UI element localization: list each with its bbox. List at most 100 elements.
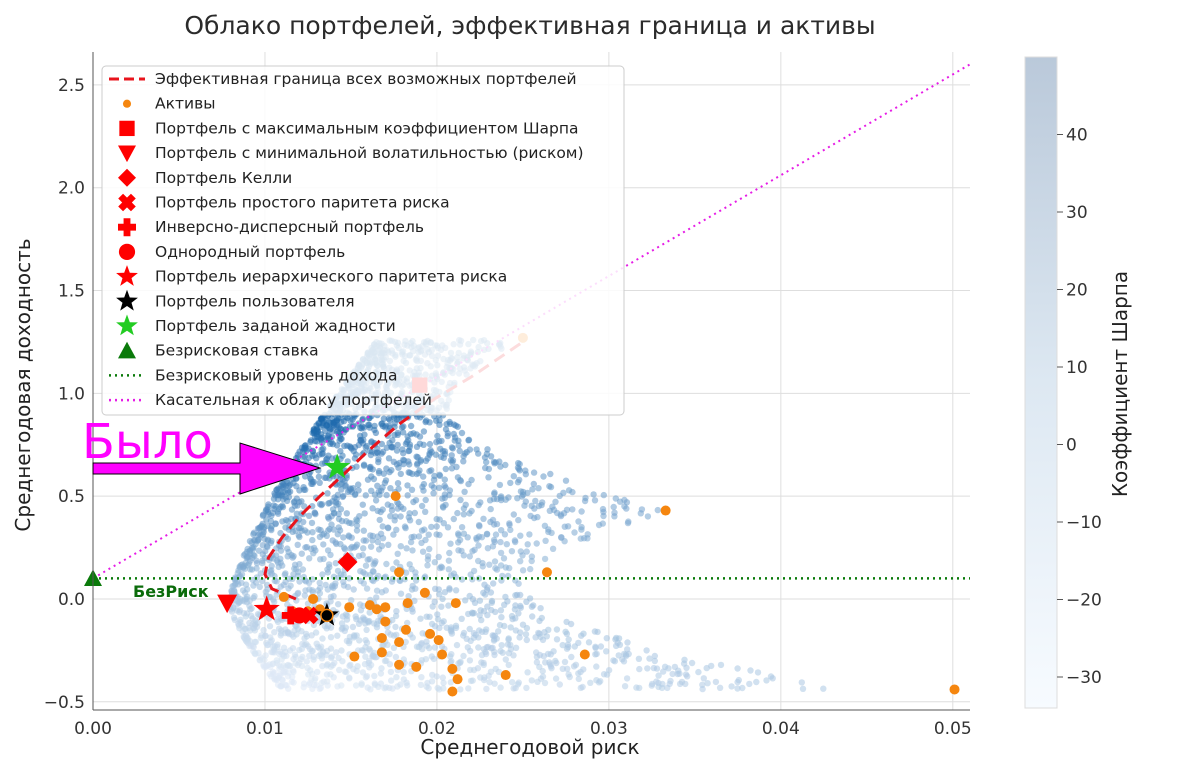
cloud-point	[383, 444, 390, 451]
chart-title: Облако портфелей, эффективная граница и …	[184, 11, 875, 40]
cloud-point	[348, 543, 356, 551]
cloud-point	[483, 644, 490, 651]
cloud-point	[408, 586, 416, 593]
cloud-point	[533, 540, 540, 547]
cloud-point	[625, 518, 632, 525]
cloud-point	[291, 651, 299, 658]
cloud-point	[369, 568, 377, 575]
cloud-point	[538, 614, 545, 622]
cloud-point	[309, 647, 316, 655]
cloud-point	[393, 674, 400, 681]
cloud-point	[512, 644, 520, 651]
cloud-point	[338, 620, 346, 627]
cloud-point	[699, 685, 706, 693]
cloud-point	[671, 663, 679, 671]
cloud-point	[509, 679, 516, 686]
cloud-point	[397, 543, 404, 550]
cloud-point	[239, 627, 246, 635]
cloud-point	[747, 667, 754, 674]
cloud-point	[510, 652, 517, 659]
cloud-point	[380, 415, 388, 422]
cloud-point	[333, 442, 341, 449]
cloud-point	[655, 672, 662, 679]
cloud-point	[259, 577, 266, 585]
cloud-point	[341, 442, 348, 450]
cloud-point	[519, 567, 527, 574]
cloud-point	[252, 650, 259, 657]
cloud-point	[500, 555, 508, 562]
y-tick-label: 0.0	[58, 590, 85, 610]
cloud-point	[516, 634, 523, 641]
asset-point	[371, 604, 382, 615]
cloud-point	[490, 632, 497, 640]
cloud-point	[577, 535, 584, 542]
cloud-point	[547, 470, 554, 478]
colorbar-tick-label: −10	[1066, 513, 1102, 533]
cloud-point	[489, 644, 496, 651]
cloud-point	[499, 649, 506, 656]
cloud-point	[312, 629, 320, 636]
cloud-point	[351, 491, 359, 499]
cloud-point	[491, 651, 498, 659]
cloud-point	[387, 631, 394, 638]
cloud-point	[320, 555, 327, 563]
cloud-point	[746, 680, 753, 688]
cloud-point	[385, 415, 392, 422]
cloud-point	[439, 503, 447, 510]
cloud-point	[636, 665, 643, 673]
cloud-point	[537, 675, 545, 682]
cloud-point	[315, 526, 322, 533]
cloud-point	[316, 451, 323, 458]
cloud-point	[348, 534, 355, 541]
cloud-point	[448, 628, 455, 635]
cloud-point	[734, 665, 741, 672]
cloud-point	[497, 463, 504, 470]
cloud-point	[458, 615, 465, 622]
cloud-point	[644, 513, 652, 520]
cloud-point	[753, 678, 760, 686]
cloud-point	[556, 681, 563, 688]
cloud-point	[441, 589, 449, 596]
cloud-point	[328, 513, 335, 520]
cloud-point	[302, 486, 309, 493]
cloud-point	[438, 437, 445, 445]
cloud-point	[248, 539, 255, 546]
cloud-point	[335, 524, 342, 531]
cloud-point	[572, 661, 580, 668]
cloud-point	[421, 526, 428, 533]
cloud-point	[253, 560, 261, 567]
cloud-point	[284, 673, 292, 680]
cloud-point	[512, 602, 519, 609]
cloud-point	[343, 668, 350, 676]
x-axis-label: Среднегодовой риск	[420, 735, 639, 759]
cloud-point	[428, 678, 436, 685]
cloud-point	[354, 663, 361, 670]
cloud-point	[321, 474, 328, 481]
cloud-point	[404, 682, 411, 689]
cloud-point	[552, 675, 560, 682]
cloud-point	[339, 493, 346, 501]
cloud-point	[599, 520, 606, 527]
cloud-point	[422, 508, 429, 515]
cloud-point	[270, 495, 278, 502]
cloud-point	[324, 678, 331, 685]
cloud-point	[514, 479, 522, 486]
cloud-point	[458, 524, 466, 531]
cloud-point	[332, 560, 339, 567]
cloud-point	[562, 628, 569, 635]
cloud-point	[440, 679, 447, 687]
cloud-point	[535, 485, 542, 492]
cloud-point	[375, 469, 383, 477]
cloud-point	[436, 484, 443, 491]
cloud-point	[319, 531, 326, 538]
cloud-point	[420, 480, 428, 488]
cloud-point	[623, 499, 631, 506]
cloud-point	[398, 424, 406, 431]
cloud-point	[313, 438, 321, 445]
cloud-point	[684, 673, 691, 680]
cloud-point	[371, 422, 378, 430]
cloud-point	[378, 542, 386, 550]
cloud-point	[487, 518, 494, 526]
cloud-point	[284, 545, 291, 552]
cloud-point	[653, 665, 661, 672]
